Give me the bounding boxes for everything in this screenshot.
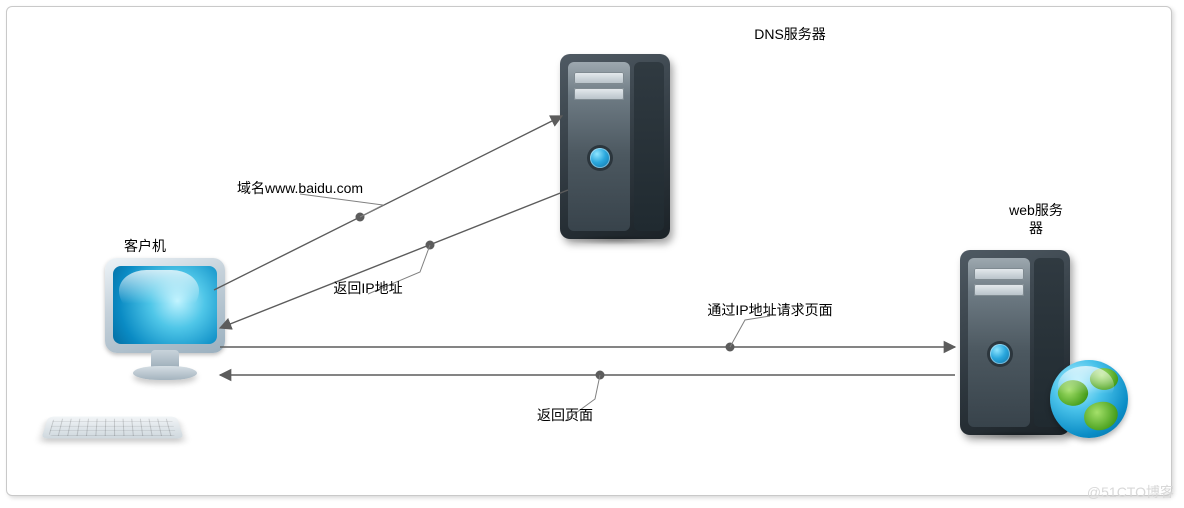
- edge-label-web-to-client: 返回页面: [537, 405, 593, 425]
- dns-server-label: DNS服务器: [754, 24, 826, 44]
- edge-label-client-to-web: 通过IP地址请求页面: [707, 300, 832, 320]
- dns-server-node: [560, 54, 670, 239]
- edge-label-client-to-dns: 域名www.baidu.com: [237, 178, 363, 198]
- client-label: 客户机: [124, 236, 166, 256]
- watermark: @51CTO博客: [1087, 482, 1174, 502]
- client-node: [45, 258, 245, 458]
- client-monitor: [105, 258, 225, 368]
- globe-icon: [1050, 360, 1128, 438]
- diagram-canvas: { "canvas": { "width": 1184, "height": 5…: [0, 0, 1184, 508]
- web-server-label-2: 器: [1029, 218, 1043, 238]
- web-server-label-1: web服务: [1009, 200, 1063, 220]
- client-keyboard: [41, 417, 183, 439]
- edge-label-dns-to-client: 返回IP地址: [333, 278, 402, 298]
